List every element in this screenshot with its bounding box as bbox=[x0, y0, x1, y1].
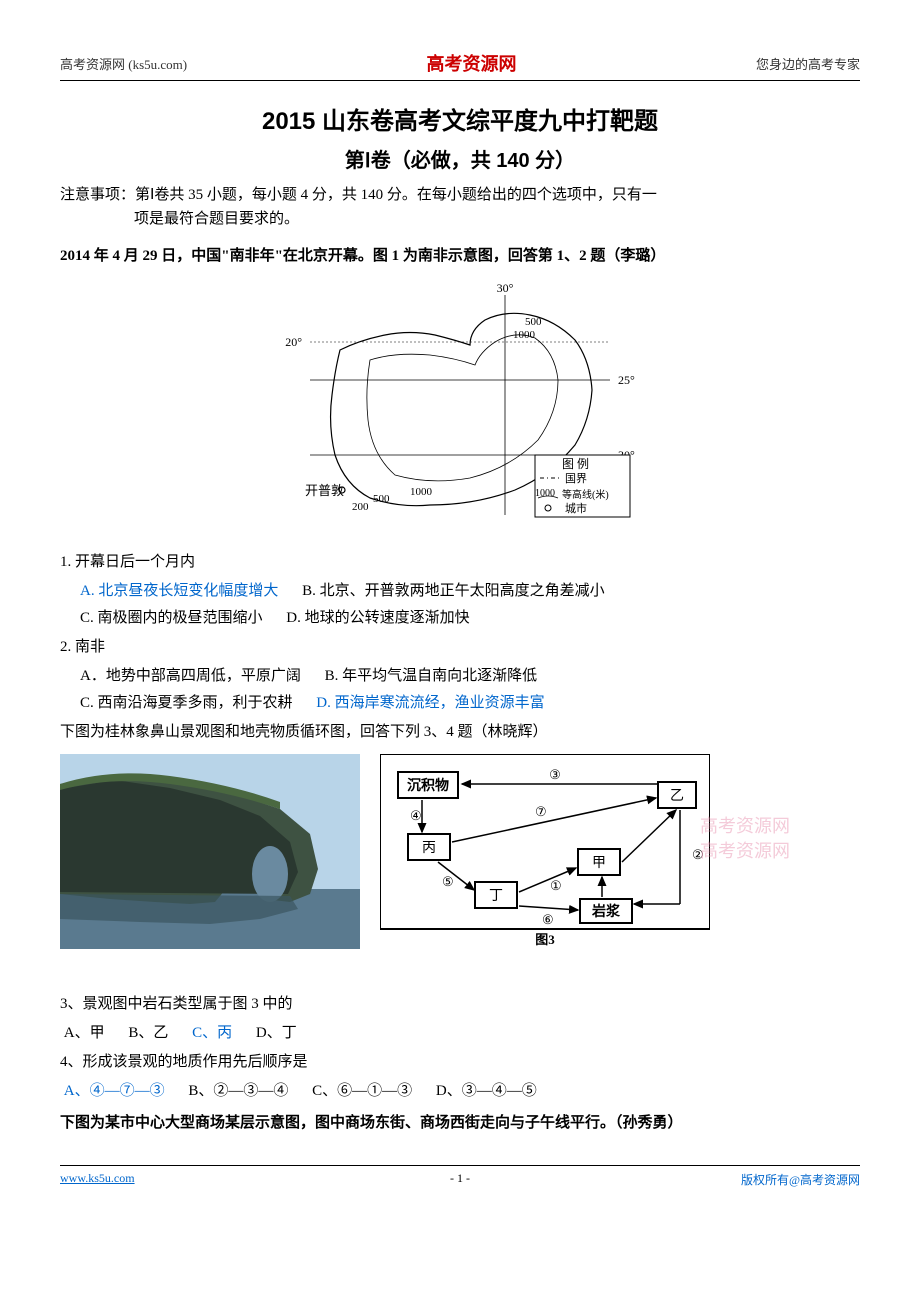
question-2: 2. 南非 A．地势中部高四周低，平原广阔 B. 年平均气温自南向北逐渐降低 C… bbox=[60, 634, 860, 717]
arrow-3: ③ bbox=[549, 767, 561, 782]
q2-option-b: B. 年平均气温自南向北逐渐降低 bbox=[325, 663, 538, 690]
q4-stem: 4、形成该景观的地质作用先后顺序是 bbox=[60, 1049, 860, 1076]
q4-option-d: D、③—④—⑤ bbox=[436, 1078, 537, 1105]
q2-option-d: D. 西海岸寒流流经，渔业资源丰富 bbox=[316, 690, 544, 717]
q4-option-a: A、④—⑦—③ bbox=[64, 1078, 165, 1105]
footer-copyright: 版权所有@高考资源网 bbox=[741, 1171, 860, 1188]
q1-option-c: C. 南极圈内的极昼范围缩小 bbox=[80, 605, 263, 632]
map-lon-30: 30° bbox=[497, 281, 514, 295]
page-header: 高考资源网 (ks5u.com) 高考资源网 您身边的高考专家 bbox=[60, 50, 860, 81]
header-center-brand: 高考资源网 bbox=[427, 50, 517, 76]
map-contour-1000b: 1000 bbox=[410, 486, 433, 498]
page-footer: www.ks5u.com - 1 - 版权所有@高考资源网 bbox=[60, 1165, 860, 1188]
map-city-capetown: 开普敦 bbox=[305, 483, 344, 498]
map-lat-25: 25° bbox=[618, 373, 635, 387]
map-contour-1000a: 1000 bbox=[513, 329, 536, 341]
watermark-l1: 高考资源网 bbox=[700, 814, 790, 839]
instructions-line2: 项是最符合题目要求的。 bbox=[60, 207, 860, 231]
q4-option-b: B、②—③—④ bbox=[188, 1078, 288, 1105]
header-right-text: 您身边的高考专家 bbox=[756, 54, 860, 73]
q1-option-a: A. 北京昼夜长短变化幅度增大 bbox=[80, 578, 278, 605]
legend-city: 城市 bbox=[565, 501, 587, 515]
map-contour-500b: 500 bbox=[373, 493, 390, 505]
legend-border: 国界 bbox=[565, 472, 587, 485]
box-magma: 岩浆 bbox=[591, 903, 621, 920]
document-subtitle: 第Ⅰ卷（必做，共 140 分） bbox=[60, 144, 860, 173]
watermark-l2: 高考资源网 bbox=[700, 839, 790, 864]
box-ding: 丁 bbox=[489, 889, 503, 904]
legend-contour-val: 1000 bbox=[535, 488, 555, 499]
box-yi: 乙 bbox=[670, 788, 684, 804]
q2-option-c: C. 西南沿海夏季多雨，利于农耕 bbox=[80, 690, 293, 717]
question-1: 1. 开幕日后一个月内 A. 北京昼夜长短变化幅度增大 B. 北京、开普敦两地正… bbox=[60, 549, 860, 632]
legend-title: 图 例 bbox=[562, 457, 589, 471]
document-title: 2015 山东卷高考文综平度九中打靶题 bbox=[60, 101, 860, 136]
arrow-7: ⑦ bbox=[535, 804, 547, 819]
context-q1-q2: 2014 年 4 月 29 日，中国"南非年"在北京开幕。图 1 为南非示意图，… bbox=[60, 245, 860, 268]
box-sediment: 沉积物 bbox=[407, 777, 449, 794]
arrow-5: ⑤ bbox=[442, 874, 454, 889]
box-bing: 丙 bbox=[422, 841, 436, 856]
elephant-trunk-hill-photo bbox=[60, 754, 360, 949]
q1-stem: 1. 开幕日后一个月内 bbox=[60, 549, 860, 576]
q2-option-a: A．地势中部高四周低，平原广阔 bbox=[80, 663, 301, 690]
q3-option-d: D、丁 bbox=[256, 1020, 297, 1047]
footer-page-number: - 1 - bbox=[450, 1171, 470, 1186]
arrow-1: ① bbox=[550, 878, 562, 893]
box-jia: 甲 bbox=[592, 856, 606, 871]
watermark: 高考资源网 高考资源网 bbox=[700, 814, 790, 864]
context-next: 下图为某市中心大型商场某层示意图，图中商场东街、商场西街走向与子午线平行。（孙秀… bbox=[60, 1111, 860, 1135]
instructions-block: 注意事项：第Ⅰ卷共 35 小题，每小题 4 分，共 140 分。在每小题给出的四… bbox=[60, 183, 860, 231]
question-3: 3、景观图中岩石类型属于图 3 中的 A、甲 B、乙 C、丙 D、丁 bbox=[60, 991, 860, 1047]
q3-option-a: A、甲 bbox=[64, 1020, 105, 1047]
map-contour-500a: 500 bbox=[525, 316, 542, 328]
q1-option-b: B. 北京、开普敦两地正午太阳高度之角差减小 bbox=[302, 578, 605, 605]
q2-stem: 2. 南非 bbox=[60, 634, 860, 661]
south-africa-map: 30° 20° 25° 30° 500 1000 1000 500 200 开普… bbox=[60, 280, 860, 535]
footer-url: www.ks5u.com bbox=[60, 1171, 135, 1188]
map-contour-200: 200 bbox=[352, 501, 369, 513]
q1-option-d: D. 地球的公转速度逐渐加快 bbox=[286, 605, 469, 632]
q3-option-c: C、丙 bbox=[192, 1020, 232, 1047]
header-left-text: 高考资源网 (ks5u.com) bbox=[60, 54, 187, 73]
context-q3-q4: 下图为桂林象鼻山景观图和地壳物质循环图，回答下列 3、4 题（林晓辉） bbox=[60, 719, 860, 746]
q3-stem: 3、景观图中岩石类型属于图 3 中的 bbox=[60, 991, 860, 1018]
rock-cycle-diagram: 沉积物 丙 丁 甲 乙 岩浆 ③ bbox=[380, 754, 710, 949]
arrow-4: ④ bbox=[410, 808, 422, 823]
map-lat-20: 20° bbox=[285, 335, 302, 349]
q3-option-b: B、乙 bbox=[128, 1020, 168, 1047]
question-4: 4、形成该景观的地质作用先后顺序是 A、④—⑦—③ B、②—③—④ C、⑥—①—… bbox=[60, 1049, 860, 1105]
legend-contour: 等高线(米) bbox=[562, 488, 609, 501]
arrow-6: ⑥ bbox=[542, 912, 554, 927]
instructions-line1: 注意事项：第Ⅰ卷共 35 小题，每小题 4 分，共 140 分。在每小题给出的四… bbox=[60, 187, 657, 203]
diagram-caption: 图3 bbox=[535, 932, 555, 947]
q4-option-c: C、⑥—①—③ bbox=[312, 1078, 412, 1105]
